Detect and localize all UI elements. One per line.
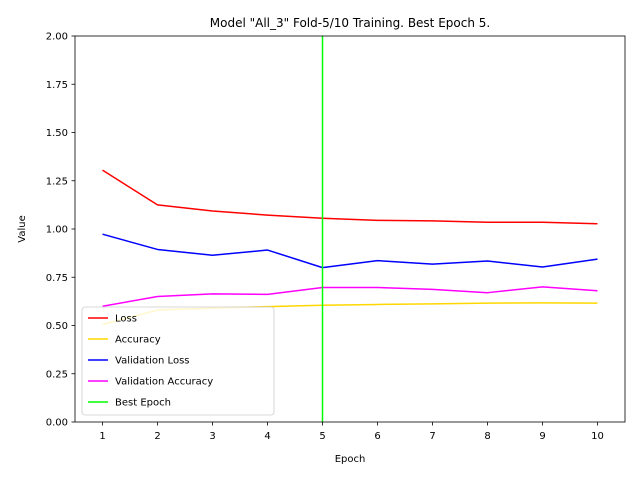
- y-tick-label: 2.00: [46, 32, 68, 43]
- y-tick-label: 0.50: [46, 321, 68, 332]
- x-tick-label: 1: [99, 431, 105, 442]
- legend: Loss Accuracy Validation Loss Validation Ac…: [81, 306, 275, 416]
- legend-label: Best Epoch: [115, 398, 171, 409]
- series-line-0: [102, 169, 598, 225]
- y-tick-label: 1.25: [46, 176, 68, 187]
- y-tick-label: 0.00: [46, 418, 68, 429]
- series-line-2: [102, 233, 598, 269]
- x-axis-ticks: 1 2 3 4 5 6 7 8 9 10: [99, 422, 604, 442]
- legend-label: Validation Loss: [115, 356, 190, 367]
- legend-label: Validation Accuracy: [115, 377, 213, 388]
- x-tick-label: 7: [429, 431, 435, 442]
- y-tick-label: 0.25: [46, 369, 68, 380]
- chart-title: Model "All_3" Fold-5/10 Training. Best E…: [210, 16, 490, 30]
- series-line-3: [102, 286, 598, 307]
- y-tick-label: 1.00: [46, 225, 68, 236]
- y-tick-label: 0.75: [46, 273, 68, 284]
- legend-label: Accuracy: [115, 335, 161, 346]
- x-tick-label: 3: [209, 431, 215, 442]
- x-tick-label: 6: [374, 431, 380, 442]
- y-axis-label: Value: [17, 215, 28, 242]
- x-tick-label: 4: [264, 431, 270, 442]
- y-axis-ticks: 0.00 0.25 0.50 0.75 1.00 1.25 1.50 1.75 2.00: [46, 32, 75, 429]
- x-axis-label: Epoch: [335, 454, 366, 465]
- x-tick-label: 2: [154, 431, 160, 442]
- y-tick-label: 1.75: [46, 80, 68, 91]
- y-tick-label: 1.50: [46, 128, 68, 139]
- legend-box: [81, 306, 275, 416]
- x-tick-label: 9: [539, 431, 545, 442]
- x-tick-label: 8: [484, 431, 490, 442]
- legend-label: Loss: [115, 314, 137, 325]
- x-tick-label: 5: [319, 431, 325, 442]
- x-tick-label: 10: [591, 431, 604, 442]
